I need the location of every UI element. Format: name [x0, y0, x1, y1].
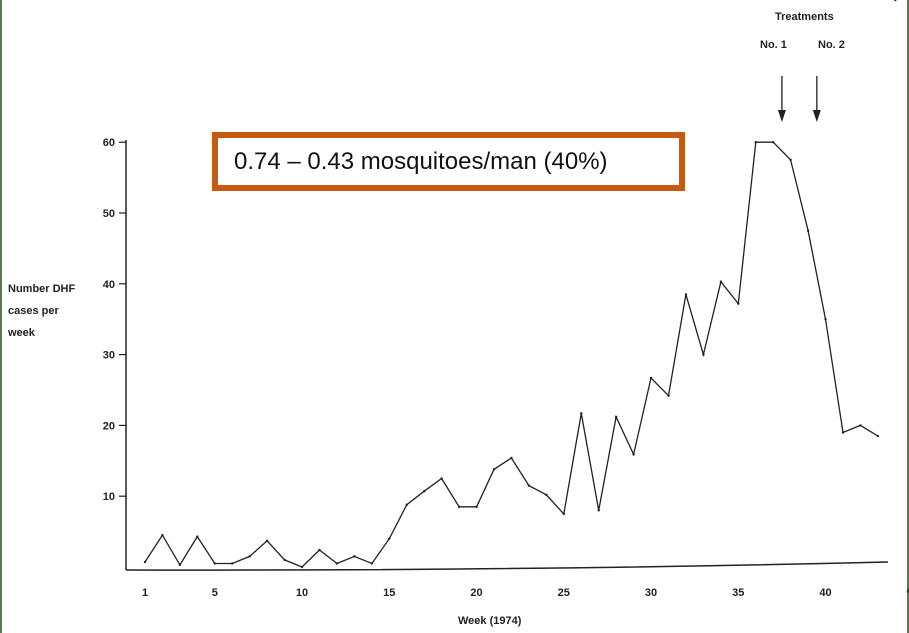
data-point	[737, 302, 740, 305]
data-point	[213, 562, 216, 565]
data-point	[492, 468, 496, 471]
data-point	[876, 434, 880, 438]
data-point	[143, 560, 147, 564]
data-point	[527, 484, 531, 487]
treatment-label-no2: No. 2	[818, 39, 845, 51]
y-ticks: 10 20 30 40 50 60	[103, 137, 126, 503]
data-point	[824, 318, 827, 321]
data-point	[649, 376, 653, 380]
x-tick-label: 10	[296, 587, 308, 599]
x-ticks: 151015202530354045	[142, 585, 909, 599]
mosquito-density-callout: 0.74 – 0.43 mosquitoes/man (40%)	[212, 132, 685, 191]
data-point	[318, 548, 321, 552]
data-point	[562, 512, 565, 516]
x-axis-label: Week (1974)	[458, 615, 522, 627]
x-tick-label: 1	[142, 587, 148, 599]
data-point	[580, 412, 583, 415]
data-point	[667, 394, 670, 397]
callout-text: 0.74 – 0.43 mosquitoes/man (40%)	[234, 147, 608, 175]
data-point	[161, 533, 164, 537]
data-point	[772, 141, 775, 144]
data-point	[841, 431, 845, 434]
data-point	[754, 141, 757, 144]
chart-axes	[125, 140, 889, 571]
y-tick-label: 30	[103, 350, 115, 362]
x-tick-label: 20	[470, 587, 482, 599]
x-tick-label: 45	[907, 585, 909, 597]
data-point	[231, 562, 234, 565]
dhf-cases-series-line	[144, 141, 879, 568]
treatment-arrow-head	[812, 110, 821, 122]
data-point	[300, 565, 304, 569]
y-tick-label: 10	[103, 491, 115, 503]
y-axis-label-line-2: cases per	[8, 305, 59, 317]
series-group	[143, 0, 897, 569]
x-tick-label: 30	[645, 587, 657, 599]
data-point	[597, 509, 600, 512]
data-point	[283, 558, 286, 562]
data-point	[265, 539, 269, 543]
data-point	[475, 505, 478, 509]
data-point	[196, 535, 199, 538]
data-point	[248, 555, 251, 558]
data-point	[178, 563, 182, 567]
treatment-label-no1: No. 1	[760, 39, 787, 51]
y-tick-label: 60	[103, 137, 115, 149]
x-tick-label: 40	[819, 587, 831, 599]
y-axis-label-line-1: Number DHF	[8, 283, 76, 295]
data-point	[353, 555, 356, 558]
y-tick-label: 40	[103, 279, 115, 291]
data-point	[894, 0, 897, 2]
x-tick-label: 5	[212, 587, 218, 599]
data-point	[335, 562, 339, 565]
data-point	[702, 353, 705, 356]
data-point	[632, 453, 635, 456]
data-point	[806, 229, 810, 232]
x-tick-label: 15	[383, 587, 395, 599]
data-point	[423, 490, 426, 493]
x-tick-label: 25	[558, 587, 570, 599]
y-tick-label: 50	[103, 208, 115, 220]
data-point	[859, 424, 862, 427]
data-point	[614, 415, 618, 419]
treatment-arrow-head	[777, 110, 786, 122]
data-point	[510, 456, 513, 460]
x-axis	[125, 561, 889, 571]
treatment-annotation	[777, 76, 821, 122]
data-point	[545, 493, 548, 496]
data-point	[789, 158, 792, 162]
data-point	[684, 293, 688, 296]
y-tick-label: 20	[103, 420, 115, 432]
treatments-title: Treatments	[775, 11, 834, 23]
x-tick-label: 35	[732, 587, 744, 599]
data-point	[719, 280, 723, 283]
y-axis-label-line-3: week	[7, 327, 36, 339]
data-point	[370, 562, 374, 565]
data-point	[440, 477, 443, 480]
data-point	[388, 537, 391, 540]
data-point	[457, 505, 461, 509]
data-point	[405, 503, 408, 506]
